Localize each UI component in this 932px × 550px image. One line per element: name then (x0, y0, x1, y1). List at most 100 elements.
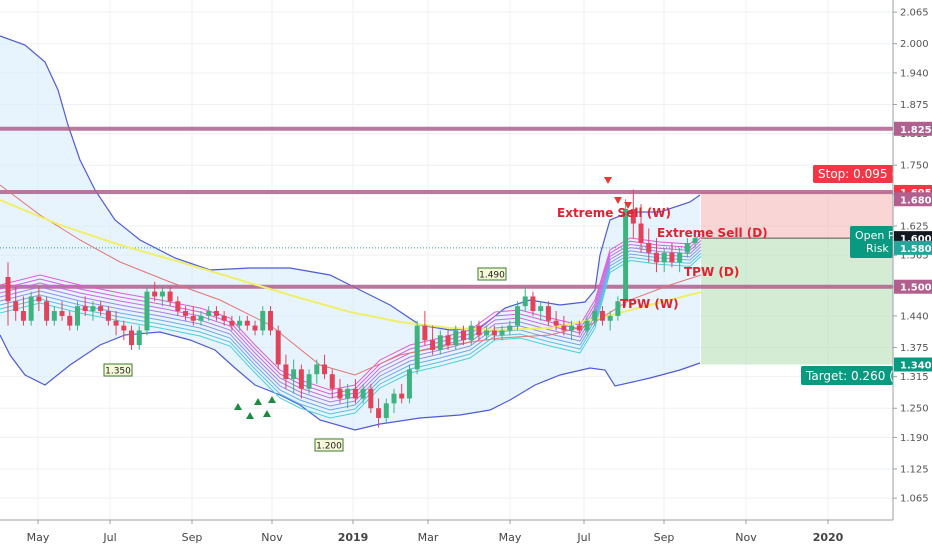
open-label: Open P (855, 229, 895, 242)
candle-body-88 (684, 242, 690, 253)
candle-body-56 (437, 335, 443, 350)
candle-body-68 (530, 296, 536, 312)
price-tick-label-15: 1.125 (900, 464, 929, 475)
sell-signal-0 (604, 177, 612, 184)
candle-body-0 (5, 277, 11, 302)
candle-body-87 (677, 252, 683, 263)
band-upper (0, 35, 701, 331)
ema-ribbon-6 (0, 252, 702, 415)
candle-body-70 (545, 306, 551, 321)
time-tick-label-3: Nov (261, 531, 283, 544)
candle-body-3 (28, 296, 34, 321)
candle-body-31 (244, 320, 250, 326)
candle-body-50 (391, 393, 397, 404)
time-tick-label-1: Jul (102, 531, 116, 544)
price-tick-label-0: 2.065 (900, 8, 929, 19)
candle-body-11 (90, 306, 96, 312)
target-zone (701, 238, 893, 365)
candle-body-12 (98, 306, 104, 312)
candle-body-49 (383, 403, 389, 418)
price-tag-box-4 (894, 240, 932, 255)
price-tick-label-7: 1.625 (900, 221, 929, 232)
annotation-3: TPW (W) (620, 297, 679, 311)
time-tick-label-4: 2019 (338, 531, 369, 544)
candle-body-62 (484, 330, 490, 336)
candle-body-52 (406, 369, 412, 399)
price-tag-2: 1.680 (900, 195, 932, 206)
candle-body-81 (630, 208, 636, 224)
price-tag-box-6 (894, 357, 932, 372)
candle-body-78 (607, 315, 613, 321)
candle-body-82 (638, 223, 644, 243)
target-label-box (801, 366, 893, 385)
candle-body-63 (491, 330, 497, 336)
candles (5, 189, 698, 428)
time-tick-label-9: Nov (735, 531, 757, 544)
candle-body-73 (569, 325, 575, 331)
horizontal-levels[interactable] (0, 126, 893, 289)
candle-body-53 (414, 325, 420, 370)
candle-body-71 (553, 320, 559, 326)
band-lower (0, 331, 701, 431)
price-tag-6: 1.340 (900, 360, 932, 371)
value-label-box-1 (314, 438, 344, 452)
buy-signal-0 (234, 403, 242, 410)
time-axis-bg (0, 520, 932, 550)
price-tag-box-5 (894, 279, 932, 294)
candle-body-65 (507, 325, 513, 331)
candle-body-41 (322, 364, 328, 375)
candle-body-7 (59, 311, 65, 316)
price-axis[interactable]: 2.0652.0001.9401.8751.8151.7501.6901.625… (892, 0, 932, 550)
candle-body-76 (592, 311, 598, 321)
candle-body-83 (646, 242, 652, 253)
ema-ribbon-3 (0, 243, 702, 403)
buy-signal-1 (246, 412, 254, 419)
time-tick-label-10: 2020 (813, 531, 844, 544)
candle-body-28 (221, 315, 227, 321)
ema-ribbon-7 (0, 256, 702, 419)
time-tick-label-2: Sep (182, 531, 203, 544)
candle-body-42 (329, 374, 335, 389)
ema-ribbon-4 (0, 246, 702, 407)
price-tag-5: 1.500 (900, 283, 932, 294)
candle-body-18 (144, 291, 150, 331)
buy-signal-4 (268, 396, 276, 403)
candle-body-1 (13, 301, 19, 312)
candle-body-44 (345, 388, 351, 399)
candle-body-21 (167, 291, 173, 302)
candle-body-58 (453, 330, 459, 346)
annotation-0: Extreme Sell (W) (557, 206, 671, 220)
time-tick-label-6: May (499, 531, 522, 544)
price-tick-label-16: 1.065 (900, 494, 929, 505)
candle-body-4 (36, 296, 42, 302)
sell-signal-1 (614, 197, 622, 204)
candle-body-30 (237, 320, 243, 326)
price-tick-label-10: 1.440 (900, 311, 929, 322)
price-tag-4: 1.580 (900, 244, 932, 255)
candle-body-54 (422, 325, 428, 341)
ema-ribbon-1 (0, 236, 702, 395)
candle-body-51 (399, 393, 405, 399)
candle-body-75 (584, 320, 590, 331)
price-tick-label-2: 1.940 (900, 68, 929, 79)
candle-body-74 (576, 325, 582, 331)
candle-body-9 (74, 306, 80, 326)
candle-body-22 (175, 301, 181, 312)
value-labels: 1.350 1.200 1.490 (103, 267, 507, 452)
time-tick-label-0: May (27, 531, 50, 544)
candle-body-20 (159, 291, 165, 297)
candle-body-5 (44, 301, 50, 321)
target-label: Target: 0.260 ( (805, 369, 894, 383)
candle-body-17 (136, 330, 142, 346)
candle-body-10 (82, 306, 88, 312)
time-tick-label-5: Mar (418, 531, 439, 544)
candle-body-14 (113, 320, 119, 326)
candle-body-29 (229, 320, 235, 326)
ema-ribbon-0 (0, 233, 702, 391)
time-axis[interactable]: May Jul Sep Nov 2019 Mar May Jul Sep Nov 2020 (0, 519, 932, 550)
candle-body-59 (460, 330, 466, 341)
candle-body-72 (561, 325, 567, 331)
candle-body-23 (183, 311, 189, 316)
